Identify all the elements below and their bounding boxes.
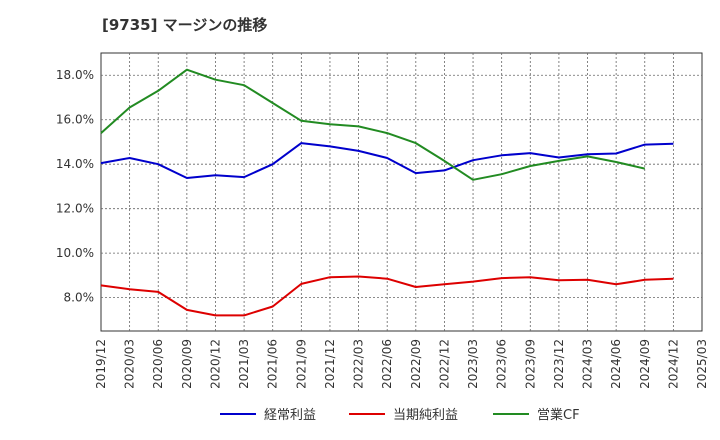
x-tick-label: 2021/12 [323, 339, 337, 389]
x-tick-label: 2020/06 [151, 339, 165, 389]
x-tick-label: 2021/03 [237, 339, 251, 389]
x-tick-label: 2021/09 [294, 339, 308, 389]
series-line-2 [100, 275, 674, 317]
x-tick-label: 2024/09 [638, 339, 652, 389]
x-tick-label: 2024/12 [666, 339, 680, 389]
x-tick-label: 2022/06 [380, 339, 394, 389]
y-tick-label: 12.0% [56, 202, 94, 216]
y-tick-label: 18.0% [56, 68, 94, 82]
legend-label-2: 当期純利益 [393, 408, 458, 423]
series-lines [100, 68, 674, 317]
plot-area [100, 52, 703, 332]
x-tick-label: 2019/12 [94, 339, 108, 389]
x-tick-label: 2023/12 [552, 339, 566, 389]
x-tick-label: 2022/12 [437, 339, 451, 389]
y-tick-label: 8.0% [64, 291, 95, 305]
x-tick-label: 2024/03 [581, 339, 595, 389]
series-line-3 [100, 68, 646, 181]
x-tick-label: 2022/09 [409, 339, 423, 389]
x-tick-label: 2020/09 [180, 339, 194, 389]
x-tick-label: 2022/03 [352, 339, 366, 389]
x-tick-label: 2020/03 [123, 339, 137, 389]
x-tick-label: 2025/03 [695, 339, 709, 389]
x-tick-label: 2023/06 [495, 339, 509, 389]
chart-title: [9735] マージンの推移 [102, 16, 267, 34]
x-tick-label: 2023/09 [523, 339, 537, 389]
legend-label-3: 営業CF [537, 407, 580, 423]
x-tick-label: 2024/06 [609, 339, 623, 389]
y-tick-label: 16.0% [56, 113, 94, 127]
plot-frame [100, 52, 703, 332]
y-axis: 8.0% 10.0% 12.0% 14.0% 16.0% 18.0% [56, 68, 94, 304]
legend: 経常利益 当期純利益 営業CF [220, 407, 580, 423]
series-line-1 [100, 142, 674, 179]
x-tick-label: 2021/06 [266, 339, 280, 389]
x-tick-label: 2023/03 [466, 339, 480, 389]
x-axis: 2019/12 2020/03 2020/06 2020/09 2020/12 2021/… [94, 339, 709, 389]
y-tick-label: 14.0% [56, 157, 94, 171]
x-tick-label: 2020/12 [208, 339, 222, 389]
legend-label-1: 経常利益 [264, 408, 316, 423]
y-tick-label: 10.0% [56, 246, 94, 260]
